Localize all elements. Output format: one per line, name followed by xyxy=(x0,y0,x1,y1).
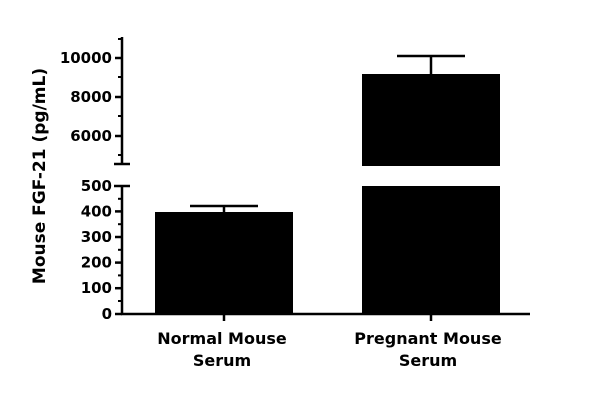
y-tick-label: 100 xyxy=(81,279,112,297)
y-tick-label: 0 xyxy=(102,305,112,323)
x-category-label: Serum xyxy=(193,351,251,370)
x-category-label: Pregnant Mouse xyxy=(354,329,502,348)
x-category-label: Serum xyxy=(399,351,457,370)
bar-normal-mouse-serum xyxy=(155,204,293,314)
y-tick-label: 6000 xyxy=(70,127,112,145)
y-tick-label: 10000 xyxy=(60,49,112,67)
lower-y-axis xyxy=(114,184,130,316)
y-tick-label: 500 xyxy=(81,177,112,195)
y-tick-label: 300 xyxy=(81,228,112,246)
y-tick-label: 8000 xyxy=(70,88,112,106)
y-tick-label: 200 xyxy=(81,254,112,272)
y-tick-label: 400 xyxy=(81,203,112,221)
error-bar xyxy=(397,54,465,74)
upper-y-axis xyxy=(114,37,130,166)
x-axis xyxy=(121,312,530,321)
error-bar xyxy=(190,204,258,212)
x-category-label: Normal Mouse xyxy=(157,329,287,348)
y-axis-title: Mouse FGF-21 (pg/mL) xyxy=(30,68,50,284)
bar-pregnant-mouse-serum xyxy=(362,54,500,314)
